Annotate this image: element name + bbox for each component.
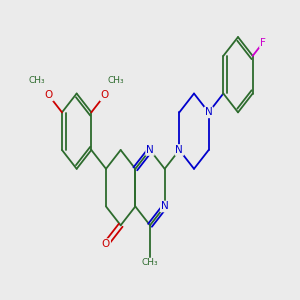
Text: CH₃: CH₃ [142,258,158,267]
Text: O: O [45,90,53,100]
Text: N: N [161,202,169,212]
Text: N: N [146,145,154,155]
Text: CH₃: CH₃ [29,76,45,85]
Text: N: N [176,145,183,155]
Text: F: F [260,38,266,48]
Text: O: O [102,239,110,249]
Text: O: O [100,90,109,100]
Text: N: N [205,107,212,117]
Text: CH₃: CH₃ [108,76,124,85]
